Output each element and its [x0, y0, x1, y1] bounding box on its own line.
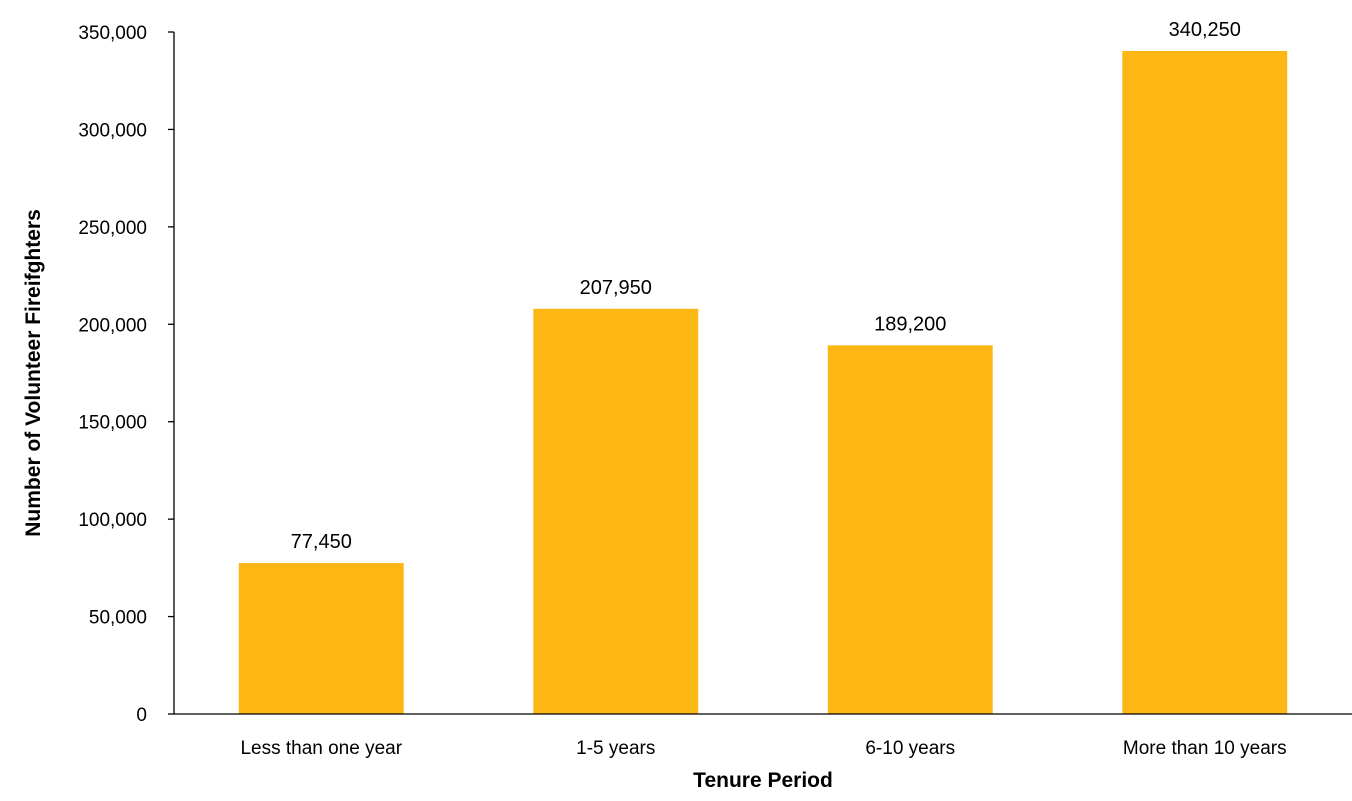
- bar: [533, 308, 699, 714]
- y-tick-label: 0: [136, 705, 147, 726]
- y-axis-ticks-group: 0 50,000 100,000 150,000 200,000 250,000 300,0…: [78, 23, 174, 726]
- data-label: 77,450: [291, 531, 352, 553]
- y-tick-label: 300,000: [78, 120, 147, 141]
- data-labels-group: 77,450 207,950 189,200 340,250: [291, 19, 1241, 553]
- data-label: 207,950: [580, 277, 652, 299]
- x-tick-label: 1-5 years: [576, 738, 655, 759]
- x-axis-title: Tenure Period: [693, 769, 833, 792]
- bars-group: [238, 50, 1288, 714]
- y-tick-label: 100,000: [78, 510, 147, 531]
- bar: [827, 345, 993, 714]
- bar: [238, 563, 404, 714]
- y-axis-title: Number of Volunteer Fireifghters: [22, 209, 45, 536]
- x-tick-label: Less than one year: [240, 738, 402, 759]
- data-label: 189,200: [874, 313, 946, 335]
- y-tick-label: 50,000: [89, 608, 147, 629]
- y-tick-label: 250,000: [78, 218, 147, 239]
- x-tick-label: 6-10 years: [865, 738, 955, 759]
- bar: [1122, 50, 1288, 714]
- y-tick-label: 150,000: [78, 413, 147, 434]
- x-tick-label: More than 10 years: [1123, 738, 1287, 759]
- data-label: 340,250: [1169, 19, 1241, 41]
- x-axis-ticks-group: Less than one year 1-5 years 6-10 years Mor…: [240, 738, 1286, 759]
- y-tick-label: 350,000: [78, 23, 147, 44]
- y-tick-label: 200,000: [78, 315, 147, 336]
